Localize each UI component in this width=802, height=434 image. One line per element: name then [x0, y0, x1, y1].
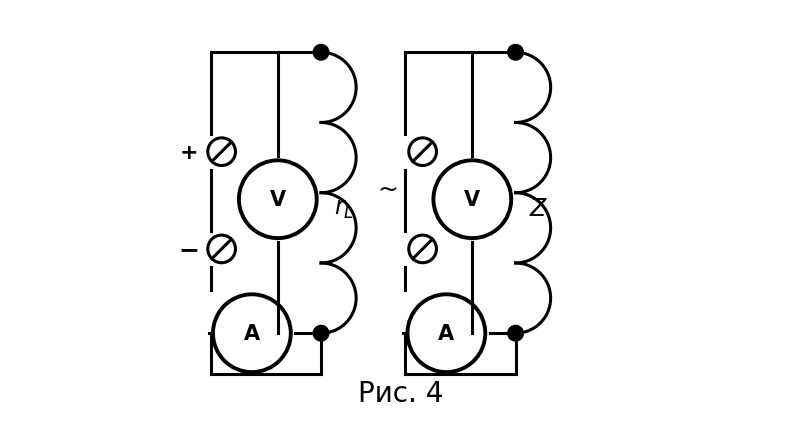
Text: A: A	[244, 323, 260, 343]
Circle shape	[508, 326, 524, 341]
Circle shape	[314, 326, 329, 341]
Text: A: A	[439, 323, 455, 343]
Text: $Z$: $Z$	[529, 197, 548, 220]
Circle shape	[508, 46, 524, 61]
Text: −: −	[179, 237, 200, 261]
Text: V: V	[464, 190, 480, 210]
Text: V: V	[269, 190, 286, 210]
Circle shape	[314, 46, 329, 61]
Text: +: +	[180, 142, 199, 162]
Text: $r_L$: $r_L$	[334, 197, 354, 220]
Text: Рис. 4: Рис. 4	[358, 379, 444, 407]
Text: ~: ~	[378, 177, 399, 201]
